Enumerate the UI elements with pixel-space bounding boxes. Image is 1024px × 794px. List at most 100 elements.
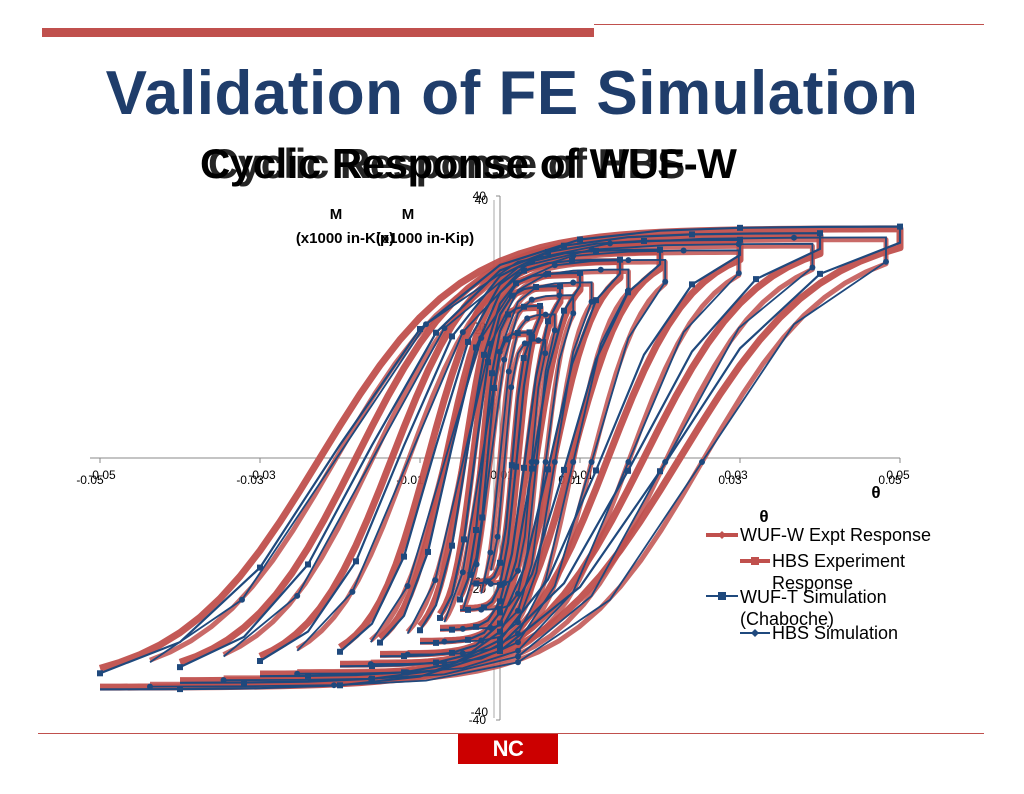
series-sim-point: [433, 639, 439, 646]
series-sim-point: [513, 463, 519, 470]
series-hbs-sim-point: [533, 284, 540, 291]
x-tick-5: 0.05: [878, 473, 902, 487]
legend-swatch-hbs-sim-marker: [751, 629, 759, 637]
x-tick-4: 0.03: [718, 473, 742, 487]
series-hbs-sim-point: [494, 533, 501, 540]
series-sim-point: [577, 236, 583, 243]
series-sim-point: [417, 627, 423, 634]
series-sim-point: [593, 247, 599, 254]
series-hbs-sim-point: [478, 334, 485, 341]
series-hbs-sim-point: [487, 580, 494, 587]
series-sim-point: [473, 580, 480, 587]
series-hbs-sim-point: [349, 588, 356, 595]
series-hbs-sim-point: [735, 270, 742, 277]
series-hbs-sim-point: [625, 287, 632, 294]
series-sim-point: [689, 231, 695, 238]
series-sim-point: [461, 536, 467, 543]
series-sim-point: [401, 653, 407, 660]
series-hbs-sim-point: [487, 549, 494, 556]
legend-swatch-wuf-w-expt-marker: [718, 531, 726, 539]
series-hbs-sim-point: [487, 624, 494, 631]
series-hbs-sim-point: [551, 459, 558, 465]
legend-item-wuf-t-sim: WUF-T Simulation (Chaboche): [740, 587, 887, 629]
series-sim-point: [537, 302, 543, 309]
series-hbs-sim-point: [515, 619, 521, 626]
series-sim-point: [97, 670, 103, 677]
series-sim-point: [489, 370, 495, 377]
series-hbs-sim-point: [588, 298, 595, 305]
series-hbs-sim-point: [542, 271, 549, 278]
series-hbs-sim-point: [542, 350, 549, 357]
series-sim-point: [485, 578, 492, 585]
series-hbs-sim-point: [551, 327, 558, 334]
series-sim-point: [657, 246, 663, 253]
series-sim-point: [473, 344, 479, 351]
series-hbs-sim-point: [441, 659, 448, 666]
series-hbs-sim-point: [521, 340, 528, 347]
series-sim-point: [457, 596, 463, 603]
y-axis-label-m-overlay: M: [402, 206, 415, 223]
header-rule: [594, 24, 984, 25]
series-hbs-sim-point: [625, 257, 632, 264]
series-hbs-sim-point: [533, 459, 540, 465]
x-axis-label: θ: [871, 483, 880, 502]
chart-title: Cyclic Response of WUF-W: [200, 140, 737, 187]
series-hbs-sim-point: [423, 321, 429, 328]
series-sim-loop-5: [339, 248, 662, 668]
series-sim-point: [305, 561, 311, 568]
series-hbs-sim-point: [478, 606, 485, 613]
series-sim-point: [497, 628, 503, 635]
series-hbs-sim-point: [508, 384, 515, 391]
x-tick-overlay-4: 0.03: [724, 468, 748, 482]
series-sim-point: [521, 464, 527, 471]
series-sim-point: [526, 329, 533, 336]
series-sim-point: [467, 571, 474, 578]
series-sim-point: [257, 564, 263, 571]
series-sim-point: [502, 336, 509, 343]
series-sim-point: [545, 318, 551, 325]
series-sim-loop-2: [439, 284, 562, 631]
series-hbs-sim-point: [607, 240, 613, 247]
series-sim-point: [497, 581, 503, 588]
series-hbs-sim-point: [735, 241, 742, 248]
series-sim-point: [473, 527, 479, 534]
series-sim-point: [497, 636, 503, 643]
series-sim-point: [465, 606, 471, 613]
series-sim-point: [577, 269, 583, 276]
series-hbs-sim-point: [496, 348, 503, 355]
series-hbs-sim-loop-4: [406, 268, 630, 656]
series-hbs-sim-point: [239, 596, 245, 603]
series-sim-point: [337, 648, 343, 655]
series-sim-point: [529, 258, 535, 265]
series-sim-point: [569, 257, 575, 264]
series-hbs-sim-point: [515, 639, 521, 646]
header-accent-bar: [42, 28, 594, 37]
series-hbs-sim-point: [551, 262, 558, 269]
footer-rule: [38, 733, 984, 734]
legend-swatch-wuf-t-sim-marker: [718, 592, 726, 600]
series-hbs-sim-point: [515, 647, 521, 654]
series-sim-point: [557, 283, 563, 290]
series-hbs-sim-point: [597, 266, 604, 273]
series-hbs-sim-loop-1: [480, 313, 556, 611]
series-sim-point: [529, 333, 535, 340]
chart-title-overlay: Cyclic Response of HBS: [208, 140, 685, 187]
series-sim-point: [497, 598, 503, 605]
series-hbs-sim-point: [535, 337, 542, 344]
x-tick-overlay-5: 0.05: [886, 468, 910, 482]
series-sim-point: [449, 542, 455, 549]
series-hbs-sim-point: [883, 258, 889, 265]
series-sim-point: [508, 462, 515, 469]
series-sim-point: [305, 672, 311, 679]
series-hbs-sim-loop-3: [443, 281, 593, 643]
series-sim-point: [401, 553, 407, 560]
series-hbs-sim-point: [570, 459, 577, 465]
series-sim-point: [485, 359, 491, 366]
series-hbs-sim-point: [570, 279, 577, 286]
series-hbs-sim-point: [515, 630, 521, 637]
series-hbs-sim-point: [432, 577, 439, 584]
series-hbs-sim-point: [459, 650, 466, 657]
series-hbs-sim-point: [515, 567, 521, 574]
series-sim-point: [353, 558, 359, 565]
series-hbs-sim-point: [662, 278, 669, 285]
